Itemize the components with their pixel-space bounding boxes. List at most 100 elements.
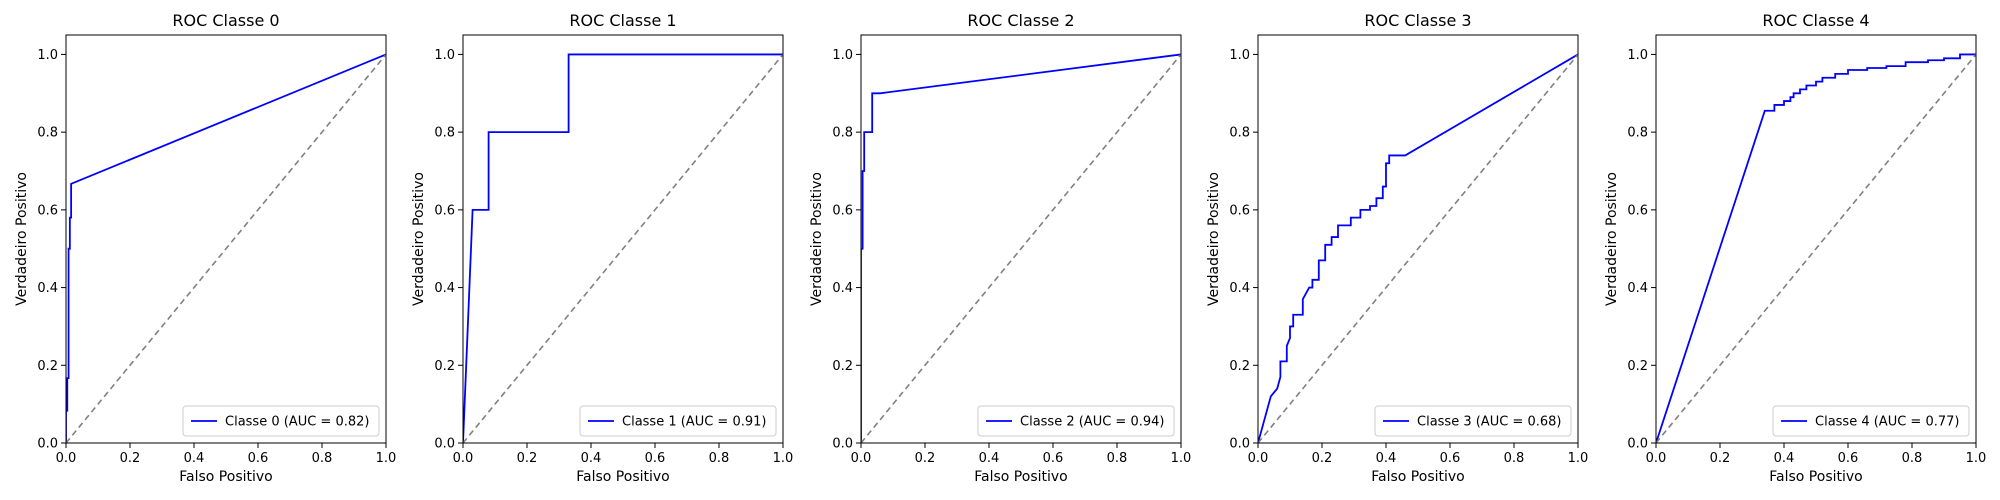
- y-tick-label: 1.0: [37, 48, 58, 63]
- x-tick-label: 1.0: [773, 451, 794, 466]
- legend-box: [182, 405, 380, 437]
- y-tick-label: 0.2: [832, 359, 853, 374]
- y-tick-label: 0.6: [434, 203, 455, 218]
- roc-curve-line: [861, 53, 1181, 443]
- x-tick-label: 0.8: [1107, 451, 1128, 466]
- y-tick-label: 1.0: [1229, 48, 1250, 63]
- x-tick-label: 0.0: [1646, 451, 1667, 466]
- axes-frame: [462, 34, 784, 444]
- x-tick-label: 0.0: [1248, 451, 1269, 466]
- y-tick-label: 0.0: [1229, 437, 1250, 452]
- x-tick-label: 1.0: [1568, 451, 1589, 466]
- y-tick-label: 0.4: [37, 281, 58, 296]
- diagonal-reference-line: [463, 53, 783, 443]
- legend-entry: Classe 4 (AUC = 0.77): [1815, 415, 1959, 430]
- x-tick-label: 0.2: [1710, 451, 1731, 466]
- x-tick-label: 0.2: [517, 451, 538, 466]
- y-tick-label: 0.2: [1229, 359, 1250, 374]
- y-tick-label: 1.0: [832, 48, 853, 63]
- diagonal-reference-line: [66, 53, 386, 443]
- y-tick-label: 0.6: [832, 203, 853, 218]
- chart-title: ROC Classe 1: [569, 11, 676, 30]
- roc-curve-line: [1656, 53, 1976, 443]
- diagonal-reference-line: [1656, 53, 1976, 443]
- legend: Classe 0 (AUC = 0.82): [182, 405, 380, 437]
- legend-box: [1374, 405, 1572, 437]
- legend-entry: Classe 0 (AUC = 0.82): [225, 415, 369, 430]
- x-tick-label: 1.0: [1171, 451, 1192, 466]
- x-tick-label: 0.6: [1043, 451, 1064, 466]
- y-tick-label: 1.0: [434, 48, 455, 63]
- x-tick-label: 0.2: [1312, 451, 1333, 466]
- legend: Classe 3 (AUC = 0.68): [1374, 405, 1572, 437]
- x-tick-label: 1.0: [1966, 451, 1987, 466]
- legend-box: [1772, 405, 1970, 437]
- y-tick-label: 0.0: [37, 437, 58, 452]
- chart-title: ROC Classe 0: [172, 11, 279, 30]
- y-tick-label: 0.2: [37, 359, 58, 374]
- x-axis-label: Falso Positivo: [576, 469, 669, 485]
- y-tick-label: 0.8: [1627, 126, 1648, 141]
- x-tick-label: 0.0: [453, 451, 474, 466]
- x-tick-label: 0.6: [645, 451, 666, 466]
- y-axis-label: Verdadeiro Positivo: [1206, 172, 1222, 306]
- legend-entry: Classe 3 (AUC = 0.68): [1417, 415, 1561, 430]
- x-tick-label: 0.0: [851, 451, 872, 466]
- x-tick-label: 0.2: [120, 451, 141, 466]
- y-axis-label: Verdadeiro Positivo: [411, 172, 427, 306]
- x-tick-label: 0.4: [979, 451, 1000, 466]
- chart-title: ROC Classe 4: [1762, 11, 1869, 30]
- roc-panel-2: ROC Classe 2 0.0 0.2 0.4 0.6 0.8 1.0 0.0 0.2 0.4 0…: [809, 11, 1191, 485]
- chart-title: ROC Classe 2: [967, 11, 1074, 30]
- y-axis-label: Verdadeiro Positivo: [14, 172, 30, 306]
- legend: Classe 1 (AUC = 0.91): [579, 405, 777, 437]
- y-tick-label: 0.4: [434, 281, 455, 296]
- legend-entry: Classe 1 (AUC = 0.91): [622, 415, 766, 430]
- legend-entry: Classe 2 (AUC = 0.94): [1020, 415, 1164, 430]
- y-tick-label: 0.6: [1627, 203, 1648, 218]
- y-tick-label: 0.0: [832, 437, 853, 452]
- x-tick-label: 0.6: [1838, 451, 1859, 466]
- axes-frame: [65, 34, 387, 444]
- x-tick-label: 0.6: [1440, 451, 1461, 466]
- x-tick-label: 0.4: [1774, 451, 1795, 466]
- y-tick-label: 0.8: [434, 126, 455, 141]
- roc-curve-line: [66, 53, 386, 443]
- x-tick-label: 0.8: [1504, 451, 1525, 466]
- legend-box: [579, 405, 777, 437]
- chart-title: ROC Classe 3: [1364, 11, 1471, 30]
- legend-box: [977, 405, 1175, 437]
- axes-frame: [860, 34, 1182, 444]
- y-tick-label: 0.6: [1229, 203, 1250, 218]
- x-tick-label: 0.8: [709, 451, 730, 466]
- x-axis-label: Falso Positivo: [179, 469, 272, 485]
- roc-curve-line: [463, 53, 783, 443]
- roc-panel-0: ROC Classe 0 0.0 0.2 0.4 0.6 0.8 1.0 0.0 0.2 0.4 0…: [14, 11, 396, 485]
- x-tick-label: 0.8: [312, 451, 333, 466]
- axes-frame: [1257, 34, 1579, 444]
- x-tick-label: 0.6: [248, 451, 269, 466]
- x-tick-label: 0.2: [915, 451, 936, 466]
- y-tick-label: 1.0: [1627, 48, 1648, 63]
- axes-frame: [1655, 34, 1977, 444]
- x-tick-label: 0.4: [184, 451, 205, 466]
- y-tick-label: 0.8: [832, 126, 853, 141]
- y-tick-label: 0.6: [37, 203, 58, 218]
- roc-curve-line: [1258, 53, 1578, 443]
- roc-panel-1: ROC Classe 1 0.0 0.2 0.4 0.6 0.8 1.0 0.0 0.2 0.4 0…: [411, 11, 793, 485]
- x-axis-label: Falso Positivo: [1769, 469, 1862, 485]
- x-axis-label: Falso Positivo: [974, 469, 1067, 485]
- x-tick-label: 1.0: [376, 451, 397, 466]
- y-tick-label: 0.2: [1627, 359, 1648, 374]
- y-tick-label: 0.0: [434, 437, 455, 452]
- y-tick-label: 0.4: [832, 281, 853, 296]
- x-axis-label: Falso Positivo: [1371, 469, 1464, 485]
- roc-panel-4: ROC Classe 4 0.0 0.2 0.4 0.6 0.8 1.0 0.0 0.2 0.4 0…: [1604, 11, 1986, 485]
- y-tick-label: 0.4: [1229, 281, 1250, 296]
- roc-panel-3: ROC Classe 3 0.0 0.2 0.4 0.6 0.8 1.0 0.0 0.2 0.4 0…: [1206, 11, 1588, 485]
- x-tick-label: 0.8: [1902, 451, 1923, 466]
- legend: Classe 2 (AUC = 0.94): [977, 405, 1175, 437]
- x-tick-label: 0.4: [581, 451, 602, 466]
- x-tick-label: 0.4: [1376, 451, 1397, 466]
